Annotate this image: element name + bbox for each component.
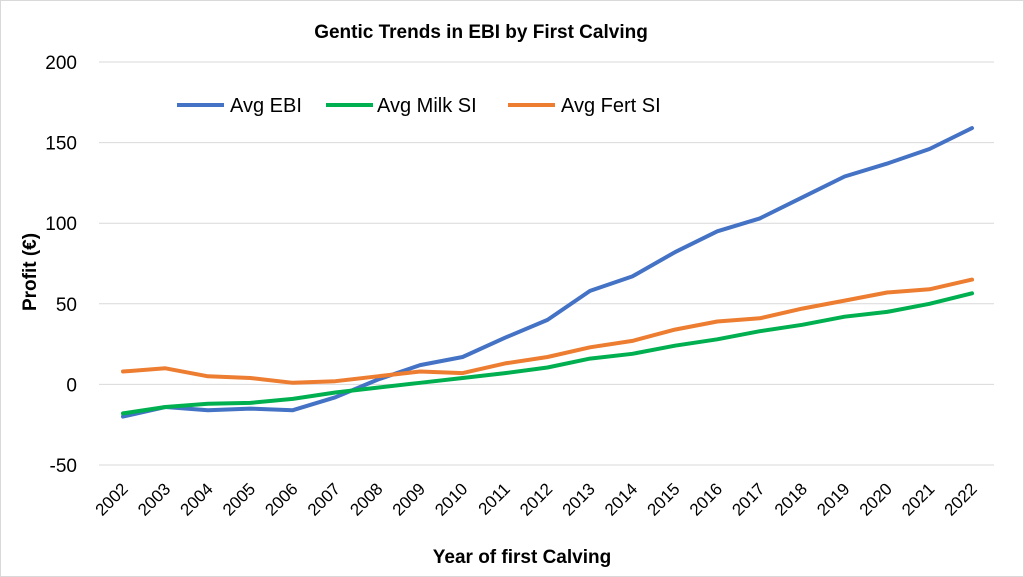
x-tick-label: 2009 (389, 479, 429, 519)
legend-item: Avg Milk SI (326, 95, 477, 117)
x-tick-label: 2012 (516, 479, 556, 519)
x-tick-label: 2016 (686, 479, 726, 519)
legend-label: Avg Fert SI (561, 95, 661, 117)
x-tick-label: 2019 (813, 479, 853, 519)
y-tick-label: 50 (56, 295, 77, 316)
legend-item: Avg Fert SI (508, 95, 661, 117)
y-tick-label: 150 (45, 134, 77, 155)
x-tick-label: 2014 (601, 479, 641, 519)
gridlines (99, 61, 994, 466)
x-tick-label: 2018 (771, 479, 811, 519)
x-tick-label: 2005 (219, 479, 259, 519)
y-tick-labels: -50 0 50 100 150 200 (45, 53, 77, 477)
legend-label: Avg Milk SI (377, 95, 477, 117)
x-tick-label: 2020 (856, 479, 896, 519)
series-line-avg-milk-si (121, 291, 974, 416)
legend-label: Avg EBI (230, 95, 302, 117)
x-tick-label: 2022 (941, 479, 981, 519)
x-tick-label: 2007 (304, 479, 344, 519)
x-tick-label: 2008 (346, 479, 386, 519)
x-tick-label: 2015 (643, 479, 683, 519)
chart-title: Gentic Trends in EBI by First Calving (314, 22, 648, 43)
y-tick-label: -50 (50, 456, 77, 477)
x-tick-label: 2011 (475, 479, 514, 518)
legend: Avg EBI Avg Milk SI Avg Fert SI (177, 95, 661, 117)
x-axis-label: Year of first Calving (433, 547, 611, 568)
x-tick-label: 2002 (92, 479, 132, 519)
y-axis-label: Profit (€) (20, 233, 41, 311)
x-tick-label: 2021 (898, 479, 938, 519)
x-tick-label: 2013 (559, 479, 599, 519)
legend-item: Avg EBI (177, 95, 302, 117)
x-tick-label: 2006 (261, 479, 301, 519)
y-tick-label: 200 (45, 53, 77, 74)
series-line-avg-fert-si (121, 277, 974, 385)
series-line-avg-ebi (121, 126, 974, 419)
x-tick-label: 2003 (134, 479, 174, 519)
x-tick-label: 2004 (177, 479, 217, 519)
series-lines (121, 126, 974, 419)
y-tick-label: 0 (66, 375, 77, 396)
x-tick-label: 2010 (431, 479, 471, 519)
x-tick-labels: 2002 2003 2004 2005 2006 2007 2008 2009 2010 2011… (92, 479, 981, 519)
y-tick-label: 100 (45, 214, 77, 235)
x-tick-label: 2017 (728, 479, 768, 519)
